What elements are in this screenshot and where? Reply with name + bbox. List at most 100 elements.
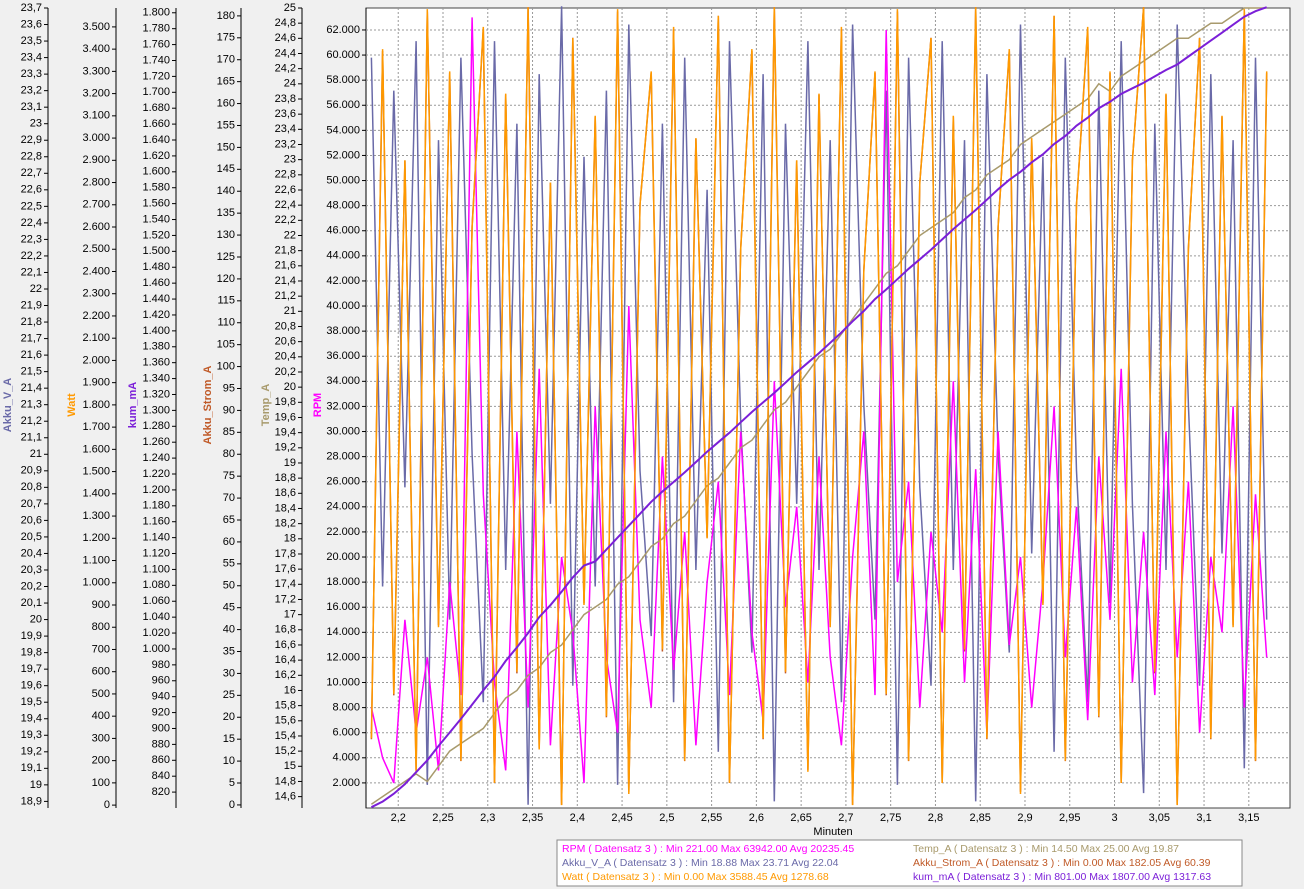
y-tick-label: 25 [223, 689, 235, 701]
y-tick-label: 90 [223, 404, 235, 416]
y-tick-label: 1.120 [142, 547, 170, 559]
y-tick-label: 26.000 [326, 476, 360, 488]
y-tick-label: 19,6 [275, 411, 296, 423]
y-tick-label: 0 [229, 799, 235, 811]
y-tick-label: 100 [92, 777, 110, 789]
y-tick-label: 14,6 [275, 791, 296, 803]
y-tick-label: 1.600 [82, 443, 110, 455]
y-tick-label: 1.060 [142, 595, 170, 607]
y-tick-label: 20 [30, 613, 42, 625]
y-tick-label: 15,4 [275, 730, 296, 742]
y-tick-label: 21,9 [21, 299, 42, 311]
y-tick-label: 8.000 [332, 702, 360, 714]
y-tick-label: 2.000 [82, 354, 110, 366]
y-tick-label: 940 [152, 691, 170, 703]
y-tick-label: 155 [217, 119, 235, 131]
series-line [370, 6, 1268, 805]
y-tick-label: 22,5 [21, 200, 42, 212]
y-tick-label: 21,1 [21, 432, 42, 444]
y-tick-label: 1.720 [142, 70, 170, 82]
y-tick-label: 860 [152, 754, 170, 766]
y-tick-label: 19 [284, 457, 296, 469]
x-tick-label: 2,4 [570, 812, 585, 824]
y-tick-label: 22,8 [21, 151, 42, 163]
x-tick-label: 2,8 [928, 812, 943, 824]
y-tick-label: 1.640 [142, 134, 170, 146]
y-tick-label: 19,3 [21, 729, 42, 741]
y-tick-label: 58.000 [326, 74, 360, 86]
y-tick-label: 1.220 [142, 468, 170, 480]
x-axis-label: Minuten [813, 826, 852, 838]
y-tick-label: 160 [217, 97, 235, 109]
y-tick-label: 12.000 [326, 651, 360, 663]
x-tick-label: 2,45 [611, 812, 632, 824]
y-tick-label: 3.500 [82, 21, 110, 33]
y-tick-label: 900 [92, 599, 110, 611]
y-tick-label: 36.000 [326, 350, 360, 362]
y-tick-label: 1.300 [142, 404, 170, 416]
y-tick-label: 14,8 [275, 775, 296, 787]
y-tick-label: 23,2 [21, 85, 42, 97]
y-tick-label: 1.200 [82, 532, 110, 544]
y-tick-label: 24,2 [275, 63, 296, 75]
y-tick-label: 23,5 [21, 35, 42, 47]
y-tick-label: 105 [217, 339, 235, 351]
y-tick-label: 38.000 [326, 325, 360, 337]
y-tick-label: 15,8 [275, 700, 296, 712]
y-tick-label: 18,2 [275, 518, 296, 530]
y-tick-label: 2.800 [82, 176, 110, 188]
y-tick-label: 21,3 [21, 399, 42, 411]
y-tick-label: 18 [284, 533, 296, 545]
y-tick-label: 25 [284, 2, 296, 14]
y-tick-label: 22,4 [275, 199, 296, 211]
x-tick-label: 2,3 [480, 812, 495, 824]
y-tick-label: 52.000 [326, 149, 360, 161]
y-tick-label: 1.080 [142, 579, 170, 591]
y-tick-label: 145 [217, 163, 235, 175]
y-tick-label: 3.100 [82, 110, 110, 122]
y-tick-label: 21 [284, 305, 296, 317]
y-tick-label: 30.000 [326, 425, 360, 437]
y-tick-label: 5 [229, 777, 235, 789]
y-tick-label: 1.140 [142, 532, 170, 544]
y-axis-title: Akku_Strom_A [202, 366, 214, 445]
y-tick-label: 0 [104, 799, 110, 811]
y-tick-label: 23,4 [21, 51, 42, 63]
y-tick-label: 56.000 [326, 99, 360, 111]
legend-entry: Temp_A ( Datensatz 3 ) : Min 14.50 Max 2… [913, 843, 1179, 855]
x-tick-label: 2,25 [432, 812, 453, 824]
y-tick-label: 1.260 [142, 436, 170, 448]
y-tick-label: 22,1 [21, 266, 42, 278]
y-tick-label: 1.800 [142, 7, 170, 19]
y-tick-label: 1.500 [82, 465, 110, 477]
y-tick-label: 23,7 [21, 2, 42, 14]
y-tick-label: 1.900 [82, 377, 110, 389]
y-tick-label: 16,2 [275, 669, 296, 681]
y-tick-label: 170 [217, 54, 235, 66]
y-axis-title: kum_mA [127, 382, 139, 429]
y-tick-label: 820 [152, 786, 170, 798]
y-tick-label: 19,2 [21, 746, 42, 758]
y-tick-label: 20,5 [21, 531, 42, 543]
y-tick-label: 1.660 [142, 118, 170, 130]
y-tick-label: 100 [217, 360, 235, 372]
y-tick-label: 85 [223, 426, 235, 438]
y-axis-title: RPM [312, 393, 324, 417]
y-tick-label: 880 [152, 738, 170, 750]
y-tick-label: 165 [217, 76, 235, 88]
y-tick-label: 2.300 [82, 288, 110, 300]
y-tick-label: 19,5 [21, 696, 42, 708]
y-tick-label: 1.560 [142, 198, 170, 210]
y-tick-label: 130 [217, 229, 235, 241]
y-tick-label: 800 [92, 621, 110, 633]
y-tick-label: 21,2 [275, 290, 296, 302]
y-tick-label: 19,2 [275, 442, 296, 454]
y-tick-label: 20,4 [275, 351, 296, 363]
y-tick-label: 22,3 [21, 233, 42, 245]
y-tick-label: 20,2 [21, 580, 42, 592]
series-line [370, 6, 1268, 809]
y-tick-label: 18,9 [21, 795, 42, 807]
y-tick-label: 21,2 [21, 415, 42, 427]
x-tick-label: 2,6 [749, 812, 764, 824]
